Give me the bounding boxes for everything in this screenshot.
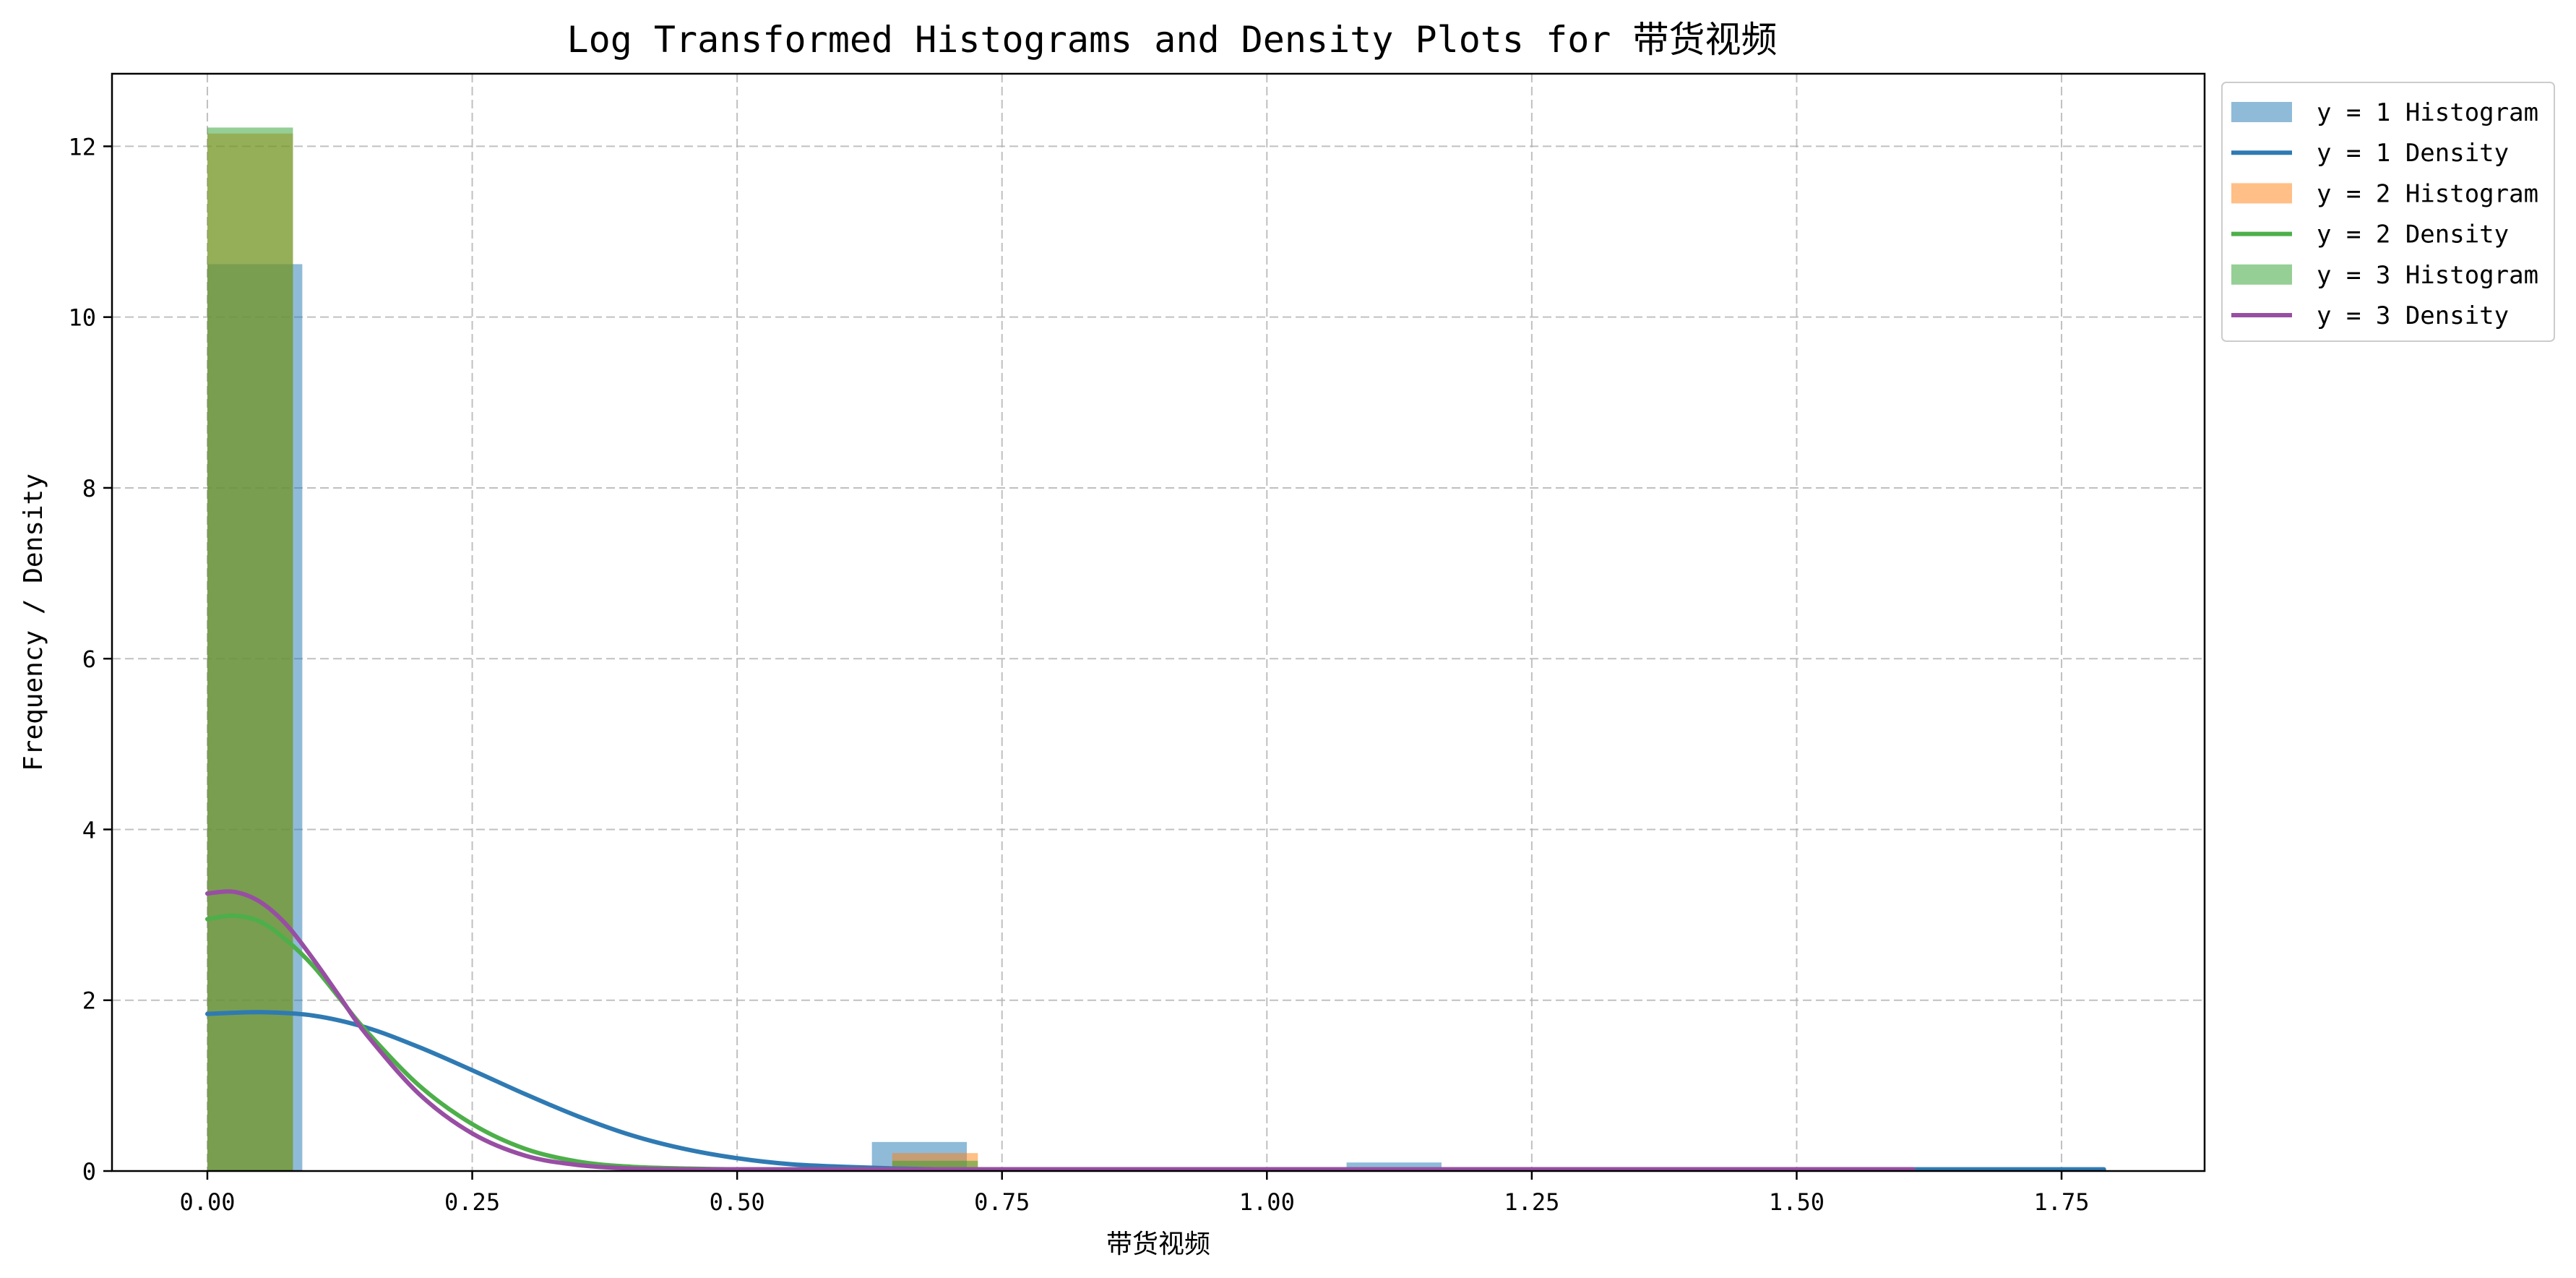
x-tick-label: 0.75 bbox=[974, 1188, 1030, 1216]
legend-item: y = 2 Density bbox=[2231, 220, 2509, 249]
grid bbox=[112, 74, 2205, 1171]
histogram-bar bbox=[207, 127, 293, 1171]
legend-item: y = 3 Density bbox=[2231, 301, 2509, 330]
x-axis-ticks: 0.00 0.25 0.50 0.75 1.00 1.25 1.50 1.75 bbox=[179, 1171, 2090, 1216]
y-tick-label: 2 bbox=[82, 987, 96, 1015]
x-tick-label: 0.50 bbox=[710, 1188, 765, 1216]
y-tick-label: 10 bbox=[68, 304, 96, 332]
histogram-bar bbox=[1346, 1162, 1442, 1171]
x-tick-label: 1.75 bbox=[2034, 1188, 2090, 1216]
legend-swatch bbox=[2231, 183, 2292, 204]
legend-item: y = 1 Histogram bbox=[2231, 98, 2538, 127]
density-curves bbox=[204, 889, 2106, 1172]
histogram-series-3 bbox=[207, 127, 978, 1171]
legend-item: y = 1 Density bbox=[2231, 139, 2509, 168]
x-axis-label: 带货视频 bbox=[1106, 1230, 1210, 1259]
y-tick-label: 12 bbox=[68, 133, 96, 160]
legend-item: y = 2 Histogram bbox=[2231, 179, 2538, 208]
legend-frame bbox=[2221, 82, 2555, 342]
density-curve-3 bbox=[204, 889, 1916, 1172]
legend-item: y = 3 Histogram bbox=[2231, 261, 2538, 290]
legend-swatch bbox=[2231, 264, 2292, 285]
y-tick-label: 4 bbox=[82, 816, 96, 844]
x-tick-label: 1.00 bbox=[1239, 1188, 1295, 1216]
x-tick-label: 0.00 bbox=[179, 1188, 235, 1216]
plot-frame bbox=[111, 72, 2206, 1172]
legend-label: y = 2 Density bbox=[2317, 220, 2509, 249]
legend-label: y = 3 Density bbox=[2317, 301, 2509, 330]
y-tick-label: 0 bbox=[82, 1158, 96, 1185]
y-tick-label: 8 bbox=[82, 475, 96, 502]
legend-label: y = 1 Density bbox=[2317, 139, 2509, 168]
legend: y = 1 Histogram y = 1 Density y = 2 Histog… bbox=[2221, 82, 2555, 342]
x-tick-label: 1.25 bbox=[1504, 1188, 1559, 1216]
x-tick-label: 0.25 bbox=[444, 1188, 500, 1216]
y-tick-label: 6 bbox=[82, 646, 96, 673]
legend-label: y = 3 Histogram bbox=[2317, 261, 2538, 290]
legend-label: y = 1 Histogram bbox=[2317, 98, 2538, 127]
x-tick-label: 1.50 bbox=[1769, 1188, 1825, 1216]
histogram-bars bbox=[207, 127, 2106, 1171]
y-axis-label: Frequency / Density bbox=[19, 473, 48, 771]
legend-label: y = 2 Histogram bbox=[2317, 179, 2538, 208]
y-axis-ticks: 0 2 4 6 8 10 12 bbox=[68, 133, 112, 1185]
chart-title: Log Transformed Histograms and Density P… bbox=[567, 19, 1777, 61]
legend-swatch bbox=[2231, 102, 2292, 122]
